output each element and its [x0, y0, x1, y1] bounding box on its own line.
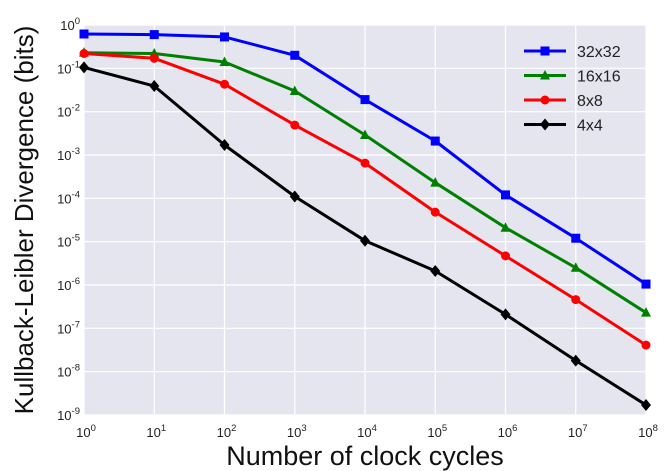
data-point: [641, 279, 651, 289]
legend-label: 16x16: [577, 69, 621, 86]
legend-label: 32x32: [577, 44, 621, 61]
y-axis-ticks: 100 10-1 10-2 10-3 10-4 10-5 10-6 10-7 10-8 10-9: [57, 16, 80, 423]
y-axis-title: Kullback-Leibler Divergence (bits): [9, 26, 39, 415]
y-tick-label: 10-6: [57, 276, 80, 293]
series-layer: [79, 29, 651, 412]
x-tick-label: 100: [76, 423, 96, 440]
data-point: [501, 190, 510, 200]
data-point: [289, 85, 300, 95]
data-point: [149, 53, 159, 63]
x-tick-label: 102: [217, 423, 237, 440]
y-tick-label: 10-2: [57, 103, 80, 120]
data-point: [219, 139, 230, 152]
x-tick-label: 105: [427, 423, 447, 440]
data-point: [290, 50, 300, 60]
data-point: [641, 340, 651, 350]
x-tick-label: 104: [357, 423, 377, 440]
x-tick-label: 107: [568, 423, 588, 440]
legend-entry: 8x8: [524, 93, 603, 110]
data-point: [430, 265, 441, 278]
data-point: [430, 136, 440, 146]
data-point: [220, 79, 229, 89]
series-8x8: [79, 48, 651, 350]
data-point: [360, 95, 370, 105]
data-point: [430, 177, 441, 187]
data-point: [79, 61, 89, 74]
legend-entry: 16x16: [524, 69, 621, 86]
x-tick-label: 101: [146, 423, 166, 440]
data-point: [360, 158, 370, 168]
data-point: [290, 120, 300, 130]
x-tick-label: 106: [498, 423, 518, 440]
series-4x4: [79, 61, 651, 412]
x-tick-label: 103: [287, 423, 307, 440]
y-tick-label: 10-5: [57, 233, 80, 250]
y-tick-label: 10-9: [57, 406, 80, 423]
data-point: [149, 30, 159, 40]
data-point: [641, 307, 651, 317]
data-point: [219, 56, 230, 67]
data-point: [500, 308, 511, 321]
data-point: [571, 295, 581, 305]
legend-marker: [540, 95, 550, 105]
data-point: [501, 251, 510, 261]
y-tick-label: 100: [60, 16, 80, 33]
data-point: [500, 222, 511, 232]
legend-entry: 4x4: [524, 118, 603, 135]
x-tick-label: 108: [638, 423, 658, 440]
legend-marker: [540, 46, 550, 56]
y-tick-label: 10-3: [57, 146, 80, 163]
data-point: [360, 234, 370, 247]
legend-label: 4x4: [577, 118, 603, 135]
data-point: [360, 129, 370, 139]
legend-label: 8x8: [577, 93, 603, 110]
data-point: [149, 80, 160, 93]
data-point: [79, 48, 89, 58]
y-tick-label: 10-1: [57, 59, 80, 76]
x-axis-ticks: 100 101 102 103 104 105 106 107 108: [76, 423, 658, 440]
legend-marker: [540, 70, 550, 80]
data-point: [79, 29, 89, 39]
legend-marker: [540, 118, 550, 131]
data-point: [570, 262, 581, 272]
series-32x32: [79, 29, 651, 289]
y-tick-label: 10-8: [57, 363, 80, 380]
y-tick-label: 10-4: [57, 189, 80, 206]
x-axis-title: Number of clock cycles: [226, 441, 504, 471]
data-point: [220, 32, 229, 42]
legend-entry: 32x32: [524, 44, 621, 61]
y-tick-label: 10-7: [57, 319, 80, 336]
data-point: [641, 399, 651, 412]
data-point: [430, 207, 440, 217]
data-point: [571, 233, 581, 243]
data-point: [289, 190, 300, 203]
legend: 32x32 16x16 8x8 4x4: [524, 44, 621, 135]
data-point: [570, 354, 581, 367]
